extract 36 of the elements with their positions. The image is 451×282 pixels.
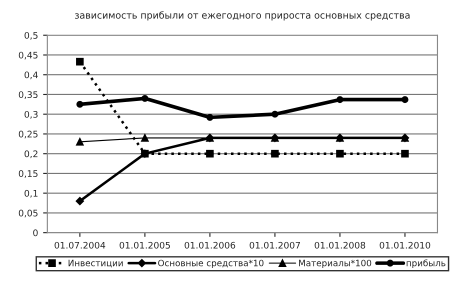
point [336, 96, 344, 104]
x-tick-label: 01.07.2004 [54, 242, 106, 249]
y-tick-label: 0,15 [18, 170, 38, 178]
y-tick-label: 0,45 [18, 52, 38, 60]
legend-label: Материалы*100 [299, 260, 372, 268]
x-tick-label: 01.01.2008 [314, 242, 366, 249]
y-tick-label: 0,1 [24, 190, 38, 198]
point [271, 110, 278, 118]
y-tick-label: 0,05 [18, 210, 38, 218]
point [271, 150, 279, 158]
x-tick-label: 01.01.2010 [380, 242, 430, 249]
legend-label: прибыль [406, 259, 446, 268]
y-tick-label: 0,35 [18, 91, 38, 99]
y-tick-label: 0 [33, 229, 38, 236]
point [401, 96, 408, 104]
legend-label: Основные средства*10 [158, 260, 264, 268]
point [336, 150, 344, 158]
x-tick-label: 01.01.2007 [250, 242, 300, 249]
y-tick-label: 0,5 [24, 32, 38, 40]
point [401, 150, 409, 158]
x-tick-label: 01.01.2006 [184, 242, 236, 249]
chart-title: зависимость прибыли от ежегодного прироста основных средства [75, 11, 410, 21]
y-tick-label: 0,4 [24, 71, 38, 80]
x-tick-label: 01.01.2005 [120, 242, 170, 249]
y-tick-label: 0,3 [24, 110, 38, 119]
legend-label: Инвестиции [68, 260, 123, 268]
y-tick-label: 0,25 [18, 130, 38, 138]
point [76, 58, 84, 66]
point [76, 138, 84, 146]
y-tick-label: 0,2 [24, 150, 38, 158]
point [76, 196, 84, 206]
point [141, 134, 149, 142]
point [141, 94, 148, 102]
point [206, 150, 214, 158]
point [206, 114, 214, 121]
point [76, 100, 84, 108]
